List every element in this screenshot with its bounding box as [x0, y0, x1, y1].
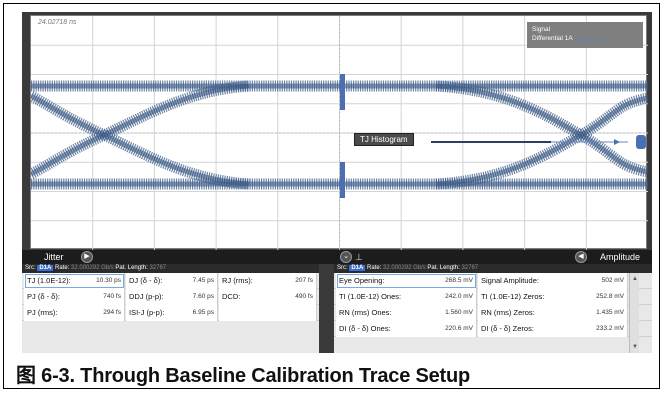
measurement-value: 207 fs: [295, 277, 313, 284]
jitter-cell[interactable]: [219, 305, 317, 321]
amplitude-source-bar: Src: D1A Rate: 32.000292 Gb/s Pat. Lengt…: [334, 264, 652, 273]
measurement-label: RN (rms) Ones:: [339, 308, 392, 317]
legend-title: Signal: [532, 26, 551, 33]
measurement-value: 502 mV: [601, 277, 624, 284]
jitter-row: PJ (δ - δ): 740 fs DDJ (p-p): 7.60 ps DCD: 49…: [22, 289, 319, 305]
level-marker-handle: [636, 135, 646, 149]
jitter-panel-title: Jitter: [44, 252, 64, 262]
amplitude-row: RN (rms) Ones: 1.560 mV RN (rms) Zeros: 1.4…: [334, 305, 652, 321]
amplitude-row: TI (1.0E-12) Ones: 242.0 mV TI (1.0E-12) Z…: [334, 289, 652, 305]
jitter-panel: Src: D1A Rate: 32.000292 Gb/s Pat. Lengt…: [22, 264, 319, 353]
jitter-cell[interactable]: DCD: 490 fs: [219, 289, 317, 305]
amplitude-cell[interactable]: DI (δ - δ) Zeros: 233.2 mV: [478, 321, 628, 337]
measurement-label: DI (δ - δ) Ones:: [339, 324, 391, 333]
amplitude-prev-icon[interactable]: ◀: [575, 251, 587, 263]
jitter-row: PJ (rms): 294 fs ISI-J (p-p): 6.95 ps: [22, 305, 319, 321]
scope-screenshot: 24.02718 ns Signal Differential 1A TJ Hi…: [22, 12, 652, 353]
eye-rising-edge-left-core: [31, 83, 250, 177]
level-marker-icon: [614, 139, 628, 145]
measurement-value: 220.6 mV: [445, 325, 473, 332]
pin-icon[interactable]: ⊥: [355, 252, 363, 262]
measurement-label: Eye Opening:: [339, 276, 385, 285]
measurement-label: DCD:: [222, 292, 241, 301]
measurement-value: 1.560 mV: [445, 309, 473, 316]
amplitude-cell[interactable]: Signal Amplitude: 502 mV: [478, 273, 628, 289]
measurement-label: RJ (rms):: [222, 276, 253, 285]
measurement-value: 10.30 ps: [96, 277, 121, 284]
measurement-value: 6.95 ps: [192, 309, 214, 316]
measurement-label: Signal Amplitude:: [481, 276, 539, 285]
measurement-label: ISI-J (p-p):: [129, 308, 165, 317]
measurement-label: DI (δ - δ) Zeros:: [481, 324, 534, 333]
source-badge[interactable]: D1A: [37, 265, 54, 271]
jitter-cell[interactable]: TJ (1.0E-12): 10.30 ps: [24, 273, 125, 289]
panel-header-bar: Jitter ▶ ⌄ ⊥ ◀ Amplitude: [22, 250, 652, 264]
tj-histogram-label[interactable]: TJ Histogram: [354, 133, 414, 146]
amplitude-panel-title: Amplitude: [600, 252, 641, 262]
amplitude-panel: Src: D1A Rate: 32.000292 Gb/s Pat. Lengt…: [334, 264, 652, 353]
measurement-value: 252.8 mV: [596, 293, 624, 300]
scroll-up-icon[interactable]: ▲: [632, 276, 638, 282]
amplitude-cell[interactable]: DI (δ - δ) Ones: 220.6 mV: [336, 321, 477, 337]
measurement-label: TI (1.0E-12) Ones:: [339, 292, 402, 301]
eye-diagram-plot: [31, 16, 648, 250]
legend-line-swatch: [576, 37, 605, 39]
measurement-label: TI (1.0E-12) Zeros:: [481, 292, 545, 301]
figure-frame: 24.02718 ns Signal Differential 1A TJ Hi…: [3, 3, 660, 389]
source-badge[interactable]: D1A: [349, 265, 366, 271]
measurement-value: 740 fs: [103, 293, 121, 300]
jitter-cell[interactable]: DJ (δ - δ): 7.45 ps: [126, 273, 218, 289]
eye-rising-edge-right-core: [435, 95, 648, 187]
jitter-next-icon[interactable]: ▶: [81, 251, 93, 263]
measurement-value: 7.45 ps: [192, 277, 214, 284]
eye-upper-marker: [340, 74, 345, 110]
jitter-cell[interactable]: RJ (rms): 207 fs: [219, 273, 317, 289]
measurement-value: 242.0 mV: [445, 293, 473, 300]
jitter-cell[interactable]: ISI-J (p-p): 6.95 ps: [126, 305, 218, 321]
measurement-label: RN (rms) Zeros:: [481, 308, 535, 317]
measurement-value: 7.60 ps: [192, 293, 214, 300]
jitter-cell[interactable]: PJ (rms): 294 fs: [24, 305, 125, 321]
jitter-cell[interactable]: PJ (δ - δ): 740 fs: [24, 289, 125, 305]
measurement-value: 490 fs: [295, 293, 313, 300]
signal-legend: Signal Differential 1A: [527, 22, 643, 48]
jitter-table: TJ (1.0E-12): 10.30 ps DJ (δ - δ): 7.45 ps R…: [22, 273, 319, 321]
scroll-down-icon[interactable]: ▼: [632, 344, 638, 350]
collapse-chevron-icon[interactable]: ⌄: [340, 251, 352, 263]
amplitude-row: Eye Opening: 268.5 mV Signal Amplitude: 502…: [334, 273, 652, 289]
amplitude-table: Eye Opening: 268.5 mV Signal Amplitude: 502…: [334, 273, 652, 337]
measurement-value: 233.2 mV: [596, 325, 624, 332]
amplitude-cell[interactable]: Eye Opening: 268.5 mV: [336, 273, 477, 289]
jitter-source-bar: Src: D1A Rate: 32.000292 Gb/s Pat. Lengt…: [22, 264, 319, 273]
amplitude-row: DI (δ - δ) Ones: 220.6 mV DI (δ - δ) Zeros…: [334, 321, 652, 337]
timestamp-label: 24.02718 ns: [38, 19, 77, 26]
jitter-row: TJ (1.0E-12): 10.30 ps DJ (δ - δ): 7.45 ps R…: [22, 273, 319, 289]
figure-caption: 图 6-3. Through Baseline Calibration Trac…: [16, 365, 471, 387]
legend-series-label: Differential 1A: [532, 35, 573, 42]
eye-lower-marker: [340, 162, 345, 198]
jitter-cell[interactable]: DDJ (p-p): 7.60 ps: [126, 289, 218, 305]
amplitude-scrollbar[interactable]: ▲ ▼: [629, 273, 639, 353]
eye-diagram-display[interactable]: 24.02718 ns Signal Differential 1A TJ Hi…: [30, 15, 648, 250]
measurement-label: TJ (1.0E-12):: [27, 276, 71, 285]
measurement-label: PJ (rms):: [27, 308, 58, 317]
measurement-value: 1.435 mV: [596, 309, 624, 316]
eye-falling-edge-left-core: [31, 93, 250, 187]
measurement-label: DDJ (p-p):: [129, 292, 164, 301]
amplitude-cell[interactable]: RN (rms) Zeros: 1.435 mV: [478, 305, 628, 321]
measurement-label: DJ (δ - δ):: [129, 276, 163, 285]
amplitude-cell[interactable]: TI (1.0E-12) Ones: 242.0 mV: [336, 289, 477, 305]
measurement-value: 294 fs: [103, 309, 121, 316]
amplitude-cell[interactable]: TI (1.0E-12) Zeros: 252.8 mV: [478, 289, 628, 305]
measurement-value: 268.5 mV: [445, 277, 473, 284]
measurement-label: PJ (δ - δ):: [27, 292, 60, 301]
amplitude-cell[interactable]: RN (rms) Ones: 1.560 mV: [336, 305, 477, 321]
